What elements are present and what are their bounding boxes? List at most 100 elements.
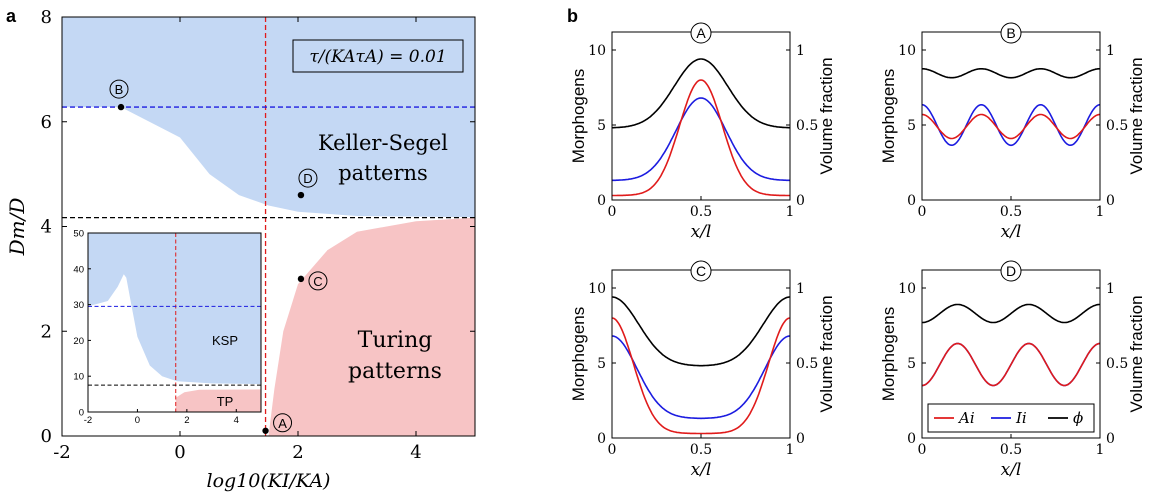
y-axis-label: Dm/D bbox=[5, 198, 29, 257]
tp-label-line2: patterns bbox=[348, 359, 442, 384]
right-tick-label: 0 bbox=[796, 193, 805, 209]
y-tick-label: 6 bbox=[41, 112, 52, 133]
param-box bbox=[292, 39, 464, 73]
inset-ksp-label: KSP bbox=[212, 333, 238, 348]
point-circle-D bbox=[298, 168, 318, 188]
curve-I bbox=[611, 335, 791, 420]
x-tick-label: 0.5 bbox=[1000, 442, 1022, 458]
point-label-C: C bbox=[313, 274, 322, 289]
point-label-B: B bbox=[115, 82, 124, 97]
x-tick-label: 0.5 bbox=[690, 204, 712, 220]
right-tick-label: 0.5 bbox=[796, 356, 818, 372]
left-tick-label: 5 bbox=[907, 118, 916, 134]
left-tick-label: 5 bbox=[597, 118, 606, 134]
x-tick-label: 0.5 bbox=[1000, 204, 1022, 220]
x-tick-label: 0 bbox=[918, 442, 927, 458]
curve-A bbox=[611, 317, 791, 435]
inset-tp-region bbox=[175, 389, 261, 412]
panel-id-circle bbox=[1000, 22, 1022, 44]
point-D bbox=[297, 191, 305, 199]
x-tick-label: 2 bbox=[292, 442, 303, 463]
legend-label-phi: ϕ bbox=[1073, 409, 1083, 427]
curve-A bbox=[612, 79, 790, 197]
x-tick-label: 1 bbox=[786, 204, 795, 220]
point-C bbox=[297, 275, 305, 283]
ksp-label-line1: Keller-Segel bbox=[318, 131, 448, 155]
x-tick-label: 0 bbox=[174, 442, 185, 463]
x-tick-label: 1 bbox=[1096, 442, 1105, 458]
curve-I bbox=[611, 97, 791, 182]
inset-y-tick-label: 40 bbox=[73, 264, 84, 275]
left-tick-label: 0 bbox=[597, 431, 606, 447]
left-axis-label: Morphogens bbox=[879, 307, 898, 402]
legend: Ai Ii ϕ bbox=[927, 403, 1095, 433]
curve-phi bbox=[612, 296, 790, 367]
curve-phi bbox=[922, 303, 1100, 324]
x-tick-label: 0 bbox=[918, 204, 927, 220]
left-axis-label: Morphogens bbox=[569, 69, 588, 164]
x-tick-label: 4 bbox=[410, 442, 421, 463]
profile-frame bbox=[921, 31, 1101, 201]
x-axis-label: x/l bbox=[1001, 222, 1022, 242]
curve-phi bbox=[612, 58, 790, 129]
profile-frame bbox=[611, 31, 791, 201]
right-axis-label: Volume fraction bbox=[817, 295, 836, 412]
y-tick-label: 2 bbox=[41, 321, 52, 342]
panel-label-a: a bbox=[6, 6, 17, 26]
left-tick-label: 10 bbox=[898, 281, 916, 297]
inset-x-tick-label: -2 bbox=[84, 415, 92, 426]
panel-id-label: C bbox=[696, 263, 706, 279]
left-tick-label: 0 bbox=[907, 193, 916, 209]
x-axis-label: x/l bbox=[691, 460, 712, 480]
curve-A bbox=[921, 113, 1101, 140]
right-axis-label: Volume fraction bbox=[1127, 295, 1146, 412]
right-tick-label: 0 bbox=[1106, 193, 1115, 209]
right-axis-label: Volume fraction bbox=[817, 57, 836, 174]
x-tick-label: 0 bbox=[608, 442, 617, 458]
left-tick-label: 5 bbox=[597, 356, 606, 372]
left-tick-label: 10 bbox=[588, 281, 606, 297]
right-tick-label: 0 bbox=[1106, 431, 1115, 447]
point-label-A: A bbox=[278, 416, 287, 431]
panel-label-b: b bbox=[567, 6, 578, 26]
panel-id-label: B bbox=[1006, 25, 1015, 41]
inset-y-tick-label: 50 bbox=[73, 229, 84, 240]
inset-ksp-region bbox=[88, 233, 261, 385]
inset-x-tick-label: 0 bbox=[135, 415, 140, 426]
left-axis-label: Morphogens bbox=[879, 69, 898, 164]
x-tick-label: -2 bbox=[53, 442, 71, 463]
left-axis-label: Morphogens bbox=[569, 307, 588, 402]
x-axis-label: x/l bbox=[691, 222, 712, 242]
point-circle-A bbox=[273, 413, 293, 433]
legend-label-A: Ai bbox=[957, 409, 975, 427]
panel-id-circle bbox=[690, 22, 712, 44]
right-tick-label: 1 bbox=[1106, 281, 1115, 297]
curve-phi bbox=[922, 68, 1100, 79]
right-tick-label: 1 bbox=[1106, 43, 1115, 59]
panel-id-label: D bbox=[1006, 263, 1016, 279]
right-tick-label: 1 bbox=[796, 281, 805, 297]
left-tick-label: 5 bbox=[907, 356, 916, 372]
x-tick-label: 1 bbox=[786, 442, 795, 458]
y-tick-label: 4 bbox=[41, 217, 52, 238]
profile-frame bbox=[611, 269, 791, 439]
inset-y-tick-label: 30 bbox=[73, 300, 84, 311]
left-tick-label: 10 bbox=[898, 43, 916, 59]
point-circle-B bbox=[109, 79, 129, 99]
x-tick-label: 0.5 bbox=[690, 442, 712, 458]
inset-x-tick-label: 2 bbox=[184, 415, 189, 426]
x-axis-label: x/l bbox=[1001, 460, 1022, 480]
right-tick-label: 0.5 bbox=[796, 118, 818, 134]
right-axis-label: Volume fraction bbox=[1127, 57, 1146, 174]
right-tick-label: 1 bbox=[796, 43, 805, 59]
legend-label-I: Ii bbox=[1015, 409, 1027, 427]
left-tick-label: 10 bbox=[588, 43, 606, 59]
x-axis-label: log10(KI/KA) bbox=[207, 470, 331, 492]
left-tick-label: 0 bbox=[907, 431, 916, 447]
